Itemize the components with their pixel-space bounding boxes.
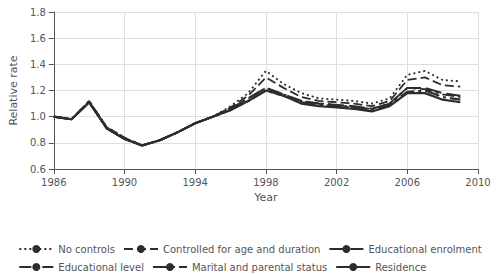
svg-text:No controls: No controls (58, 244, 115, 255)
svg-text:1994: 1994 (182, 177, 207, 188)
svg-text:1.6: 1.6 (30, 33, 46, 44)
svg-text:Educational level: Educational level (58, 262, 144, 273)
svg-text:0.6: 0.6 (30, 164, 46, 175)
svg-text:Controlled for age and duratio: Controlled for age and duration (163, 244, 320, 255)
svg-text:1990: 1990 (112, 177, 137, 188)
svg-text:2010: 2010 (465, 177, 490, 188)
svg-text:1.2: 1.2 (30, 85, 46, 96)
svg-text:2002: 2002 (324, 177, 349, 188)
svg-text:Residence: Residence (375, 262, 426, 273)
svg-text:Relative rate: Relative rate (7, 55, 20, 125)
svg-text:1.4: 1.4 (30, 59, 46, 70)
svg-text:Marital and parental status: Marital and parental status (192, 262, 327, 273)
svg-text:Educational enrolment: Educational enrolment (368, 244, 481, 255)
svg-text:Year: Year (253, 191, 278, 204)
svg-text:1998: 1998 (253, 177, 278, 188)
svg-text:0.8: 0.8 (30, 137, 46, 148)
svg-text:1986: 1986 (41, 177, 66, 188)
svg-text:2006: 2006 (395, 177, 420, 188)
svg-text:1.8: 1.8 (30, 7, 46, 18)
svg-text:1.0: 1.0 (30, 111, 46, 122)
